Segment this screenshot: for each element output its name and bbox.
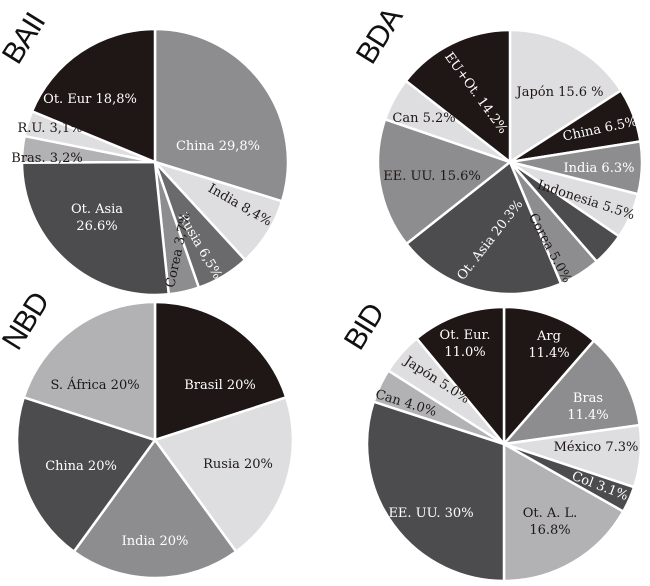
pie-slice-japon — [508, 28, 623, 165]
slice-label: Bras 11.4% — [567, 391, 608, 423]
pie-slice-ot — [414, 305, 506, 448]
pie-slice-brasil — [153, 300, 288, 442]
pie-title: BID — [338, 298, 391, 356]
pie-chart-baii: BAII China 29,8%India 8,4%Rusia 6,5%Core… — [0, 8, 290, 297]
slice-label: R.U. 3,1% — [18, 121, 83, 136]
pie-slice-ot — [30, 27, 157, 164]
pie-slice-rusia — [152, 395, 295, 554]
pie-title: BAII — [0, 8, 52, 70]
pie-slice-bras — [500, 338, 642, 446]
pie-slice-ot — [404, 159, 563, 296]
pie-slice-ee — [365, 400, 506, 583]
slice-label: China 29,8% — [176, 139, 260, 154]
slice-label: EE. UU. 15.6% — [383, 169, 481, 184]
slice-label: China 20% — [45, 459, 117, 474]
pie-slice-china — [15, 395, 158, 554]
slice-label: Can 5.2% — [392, 111, 455, 126]
pie-slice-ee — [376, 117, 513, 246]
pie-slice-china — [153, 27, 290, 203]
pie-slice-ot — [502, 441, 625, 583]
slice-label: Ot. Asia 26.6% — [71, 202, 123, 234]
slice-label: Ot. Eur. 11.0% — [440, 328, 491, 360]
pie-slice-india — [72, 437, 238, 580]
pie-chart-bda: BDA Japón 15.6 %China 6.5%India 6.3%Indo… — [350, 2, 644, 296]
slice-label: Arg 11.4% — [528, 329, 569, 361]
pie-chart-bid: BID Arg 11.4%Bras 11.4%México 7.3%Col 3.1%… — [338, 298, 643, 583]
pie-slice-eu-ot — [404, 28, 512, 165]
slice-label: S. África 20% — [50, 377, 139, 393]
slice-label: Ot. Eur 18,8% — [43, 92, 137, 107]
pie-slice-ot — [20, 160, 171, 297]
pie-title: BDA — [350, 2, 410, 70]
pie-slice-s — [22, 300, 157, 442]
pie-title: NBD — [0, 287, 56, 356]
pie-slice-arg — [502, 305, 596, 448]
slice-label: India 6.3% — [564, 161, 635, 176]
slice-label: India 20% — [122, 534, 189, 549]
slice-label: Rusia 20% — [203, 457, 273, 472]
slice-label: Bras. 3,2% — [11, 151, 82, 166]
slice-label: Brasil 20% — [184, 378, 256, 393]
slice-label: Ot. A. L. 16.8% — [523, 506, 578, 538]
slice-label: México 7.3% — [554, 440, 639, 455]
slice-label: Japón 15.6 % — [514, 85, 603, 100]
slice-label: EE. UU. 30% — [388, 506, 473, 521]
pie-chart-nbd: NBD Brasil 20% Rusia 20% India 20% China 20… — [0, 287, 295, 580]
